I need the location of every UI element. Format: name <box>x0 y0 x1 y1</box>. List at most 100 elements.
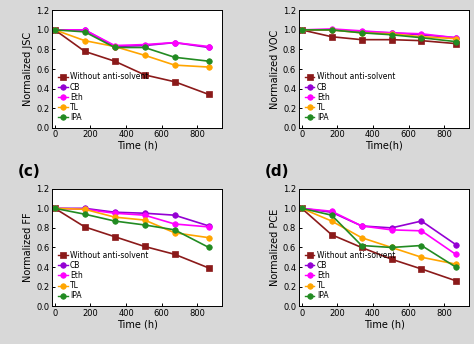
Without anti-solvent <box>359 37 365 42</box>
Eth <box>142 43 147 47</box>
TL <box>142 53 147 57</box>
Without anti-solvent <box>419 267 424 271</box>
TL <box>172 231 177 235</box>
Without anti-solvent <box>82 49 88 53</box>
Line: Without anti-solvent: Without anti-solvent <box>299 27 458 46</box>
Line: TL: TL <box>52 27 211 70</box>
TL <box>389 245 394 249</box>
Eth <box>172 222 177 226</box>
IPA <box>329 213 335 217</box>
Eth <box>112 211 118 215</box>
Line: Eth: Eth <box>299 26 458 41</box>
Eth <box>82 207 88 211</box>
Without anti-solvent <box>172 252 177 256</box>
IPA <box>52 206 58 211</box>
Line: TL: TL <box>299 206 458 267</box>
Line: IPA: IPA <box>52 27 211 64</box>
TL <box>299 206 304 211</box>
X-axis label: Time (h): Time (h) <box>117 319 158 329</box>
CB <box>82 206 88 211</box>
TL <box>329 219 335 223</box>
Without anti-solvent <box>453 279 458 283</box>
CB <box>299 28 304 32</box>
TL <box>172 63 177 67</box>
Line: IPA: IPA <box>52 206 211 250</box>
CB <box>82 28 88 32</box>
CB <box>389 226 394 230</box>
Line: Without anti-solvent: Without anti-solvent <box>52 206 211 271</box>
Eth <box>52 206 58 211</box>
IPA <box>112 219 118 223</box>
IPA <box>453 40 458 44</box>
CB <box>359 30 365 34</box>
Y-axis label: Normalized JSC: Normalized JSC <box>23 32 33 106</box>
Line: Eth: Eth <box>52 206 211 230</box>
TL <box>52 206 58 211</box>
Text: (a): (a) <box>18 0 42 1</box>
X-axis label: Time (h): Time (h) <box>364 319 405 329</box>
Without anti-solvent <box>419 39 424 43</box>
Eth <box>172 41 177 45</box>
Eth <box>299 28 304 32</box>
TL <box>206 65 212 69</box>
IPA <box>299 28 304 32</box>
Eth <box>112 43 118 47</box>
IPA <box>172 55 177 60</box>
TL <box>82 207 88 211</box>
CB <box>172 41 177 45</box>
CB <box>206 224 212 228</box>
CB <box>329 210 335 214</box>
CB <box>112 44 118 49</box>
CB <box>206 45 212 50</box>
CB <box>299 206 304 211</box>
Eth <box>453 252 458 256</box>
IPA <box>206 59 212 63</box>
X-axis label: Time (h): Time (h) <box>117 141 158 151</box>
Line: TL: TL <box>299 27 458 42</box>
Eth <box>359 29 365 33</box>
Eth <box>329 27 335 31</box>
CB <box>52 206 58 211</box>
TL <box>82 39 88 43</box>
TL <box>299 28 304 32</box>
IPA <box>82 30 88 34</box>
Legend: Without anti-solvent, CB, Eth, TL, IPA: Without anti-solvent, CB, Eth, TL, IPA <box>58 72 149 123</box>
TL <box>359 236 365 240</box>
Without anti-solvent <box>299 206 304 211</box>
CB <box>329 28 335 32</box>
IPA <box>419 244 424 248</box>
Legend: Without anti-solvent, CB, Eth, TL, IPA: Without anti-solvent, CB, Eth, TL, IPA <box>304 250 396 301</box>
Eth <box>142 213 147 217</box>
Eth <box>453 36 458 40</box>
Y-axis label: Normalized FF: Normalized FF <box>23 213 33 282</box>
Without anti-solvent <box>389 257 394 261</box>
Eth <box>299 206 304 211</box>
CB <box>389 31 394 35</box>
Legend: Without anti-solvent, CB, Eth, TL, IPA: Without anti-solvent, CB, Eth, TL, IPA <box>304 72 396 123</box>
Line: TL: TL <box>52 206 211 240</box>
Eth <box>389 31 394 35</box>
Text: (c): (c) <box>18 164 41 179</box>
Without anti-solvent <box>142 245 147 249</box>
Legend: Without anti-solvent, CB, Eth, TL, IPA: Without anti-solvent, CB, Eth, TL, IPA <box>58 250 149 301</box>
Eth <box>389 228 394 232</box>
Eth <box>419 229 424 233</box>
TL <box>142 218 147 222</box>
Without anti-solvent <box>82 225 88 229</box>
CB <box>453 243 458 247</box>
Without anti-solvent <box>329 233 335 237</box>
Eth <box>419 32 424 36</box>
IPA <box>112 45 118 50</box>
Without anti-solvent <box>172 80 177 84</box>
IPA <box>172 228 177 232</box>
CB <box>112 210 118 214</box>
CB <box>52 28 58 32</box>
Y-axis label: Normalized VOC: Normalized VOC <box>270 29 280 109</box>
TL <box>453 262 458 266</box>
IPA <box>52 28 58 32</box>
IPA <box>389 33 394 37</box>
Line: CB: CB <box>52 27 211 50</box>
Without anti-solvent <box>359 245 365 249</box>
Without anti-solvent <box>299 28 304 32</box>
CB <box>172 213 177 217</box>
